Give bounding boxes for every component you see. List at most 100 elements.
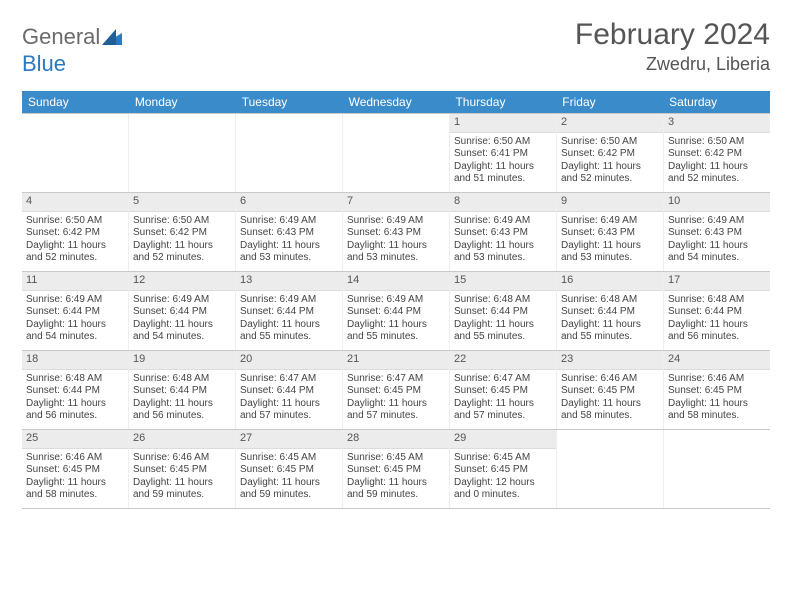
day-cell — [236, 114, 343, 192]
day-number: 25 — [22, 430, 128, 449]
daylight-text: Daylight: 11 hours and 52 minutes. — [26, 240, 124, 265]
sunset-text: Sunset: 6:43 PM — [240, 227, 338, 240]
sunset-text: Sunset: 6:45 PM — [561, 385, 659, 398]
day-cell: 11Sunrise: 6:49 AMSunset: 6:44 PMDayligh… — [22, 272, 129, 350]
sunset-text: Sunset: 6:44 PM — [133, 306, 231, 319]
title-block: February 2024 Zwedru, Liberia — [575, 18, 770, 75]
logo-part2: Blue — [22, 51, 66, 76]
sunset-text: Sunset: 6:42 PM — [668, 148, 766, 161]
day-cell: 17Sunrise: 6:48 AMSunset: 6:44 PMDayligh… — [664, 272, 770, 350]
weeks-container: 1Sunrise: 6:50 AMSunset: 6:41 PMDaylight… — [22, 113, 770, 508]
day-number: 23 — [557, 351, 663, 370]
sunset-text: Sunset: 6:43 PM — [668, 227, 766, 240]
day-number: 29 — [450, 430, 556, 449]
day-number: 10 — [664, 193, 770, 212]
sunset-text: Sunset: 6:44 PM — [347, 306, 445, 319]
logo-sail-icon — [102, 25, 122, 51]
day-number: 13 — [236, 272, 342, 291]
day-number: 22 — [450, 351, 556, 370]
daylight-text: Daylight: 11 hours and 54 minutes. — [133, 319, 231, 344]
sunset-text: Sunset: 6:44 PM — [240, 385, 338, 398]
day-header-fri: Friday — [556, 91, 663, 113]
sunrise-text: Sunrise: 6:50 AM — [26, 215, 124, 228]
daylight-text: Daylight: 11 hours and 57 minutes. — [347, 398, 445, 423]
sunset-text: Sunset: 6:45 PM — [133, 464, 231, 477]
daylight-text: Daylight: 11 hours and 53 minutes. — [454, 240, 552, 265]
daylight-text: Daylight: 11 hours and 53 minutes. — [561, 240, 659, 265]
day-number: 18 — [22, 351, 128, 370]
day-number: 26 — [129, 430, 235, 449]
day-number: 21 — [343, 351, 449, 370]
sunrise-text: Sunrise: 6:50 AM — [668, 136, 766, 149]
sunrise-text: Sunrise: 6:48 AM — [668, 294, 766, 307]
day-cell: 1Sunrise: 6:50 AMSunset: 6:41 PMDaylight… — [450, 114, 557, 192]
sunrise-text: Sunrise: 6:47 AM — [454, 373, 552, 386]
sunrise-text: Sunrise: 6:49 AM — [347, 294, 445, 307]
day-cell: 25Sunrise: 6:46 AMSunset: 6:45 PMDayligh… — [22, 430, 129, 508]
day-cell: 13Sunrise: 6:49 AMSunset: 6:44 PMDayligh… — [236, 272, 343, 350]
daylight-text: Daylight: 11 hours and 57 minutes. — [240, 398, 338, 423]
day-number: 11 — [22, 272, 128, 291]
sunset-text: Sunset: 6:43 PM — [454, 227, 552, 240]
day-cell: 23Sunrise: 6:46 AMSunset: 6:45 PMDayligh… — [557, 351, 664, 429]
sunset-text: Sunset: 6:44 PM — [454, 306, 552, 319]
day-cell: 29Sunrise: 6:45 AMSunset: 6:45 PMDayligh… — [450, 430, 557, 508]
sunrise-text: Sunrise: 6:46 AM — [561, 373, 659, 386]
sunrise-text: Sunrise: 6:49 AM — [668, 215, 766, 228]
daylight-text: Daylight: 11 hours and 51 minutes. — [454, 161, 552, 186]
day-cell: 14 Sunrise: 6:49 AMSunset: 6:44 PMDayligh… — [343, 272, 450, 350]
daylight-text: Daylight: 11 hours and 55 minutes. — [347, 319, 445, 344]
sunset-text: Sunset: 6:44 PM — [133, 385, 231, 398]
sunset-text: Sunset: 6:41 PM — [454, 148, 552, 161]
sunset-text: Sunset: 6:45 PM — [668, 385, 766, 398]
sunset-text: Sunset: 6:44 PM — [561, 306, 659, 319]
day-number: 1 — [450, 114, 556, 133]
day-cell: 19Sunrise: 6:48 AMSunset: 6:44 PMDayligh… — [129, 351, 236, 429]
sunrise-text: Sunrise: 6:47 AM — [347, 373, 445, 386]
day-header-tue: Tuesday — [236, 91, 343, 113]
daylight-text: Daylight: 11 hours and 52 minutes. — [668, 161, 766, 186]
sunset-text: Sunset: 6:45 PM — [26, 464, 124, 477]
sunrise-text: Sunrise: 6:46 AM — [133, 452, 231, 465]
daylight-text: Daylight: 12 hours and 0 minutes. — [454, 477, 552, 502]
week-row: 1Sunrise: 6:50 AMSunset: 6:41 PMDaylight… — [22, 113, 770, 192]
day-cell: 21 Sunrise: 6:47 AMSunset: 6:45 PMDayligh… — [343, 351, 450, 429]
day-number: 4 — [22, 193, 128, 212]
daylight-text: Daylight: 11 hours and 52 minutes. — [561, 161, 659, 186]
daylight-text: Daylight: 11 hours and 58 minutes. — [26, 477, 124, 502]
day-cell: 10Sunrise: 6:49 AMSunset: 6:43 PMDayligh… — [664, 193, 770, 271]
daylight-text: Daylight: 11 hours and 56 minutes. — [26, 398, 124, 423]
sunset-text: Sunset: 6:44 PM — [668, 306, 766, 319]
day-number: 14 — [343, 272, 449, 291]
day-cell — [664, 430, 770, 508]
day-cell: 3 Sunrise: 6:50 AMSunset: 6:42 PMDaylight… — [664, 114, 770, 192]
day-number: 16 — [557, 272, 663, 291]
sunrise-text: Sunrise: 6:49 AM — [240, 294, 338, 307]
sunset-text: Sunset: 6:43 PM — [561, 227, 659, 240]
day-number: 3 — [664, 114, 770, 133]
day-cell: 15Sunrise: 6:48 AMSunset: 6:44 PMDayligh… — [450, 272, 557, 350]
day-number: 9 — [557, 193, 663, 212]
sunrise-text: Sunrise: 6:49 AM — [454, 215, 552, 228]
sunset-text: Sunset: 6:45 PM — [454, 385, 552, 398]
day-number: 19 — [129, 351, 235, 370]
day-number: 2 — [557, 114, 663, 133]
sunset-text: Sunset: 6:42 PM — [26, 227, 124, 240]
daylight-text: Daylight: 11 hours and 55 minutes. — [240, 319, 338, 344]
sunrise-text: Sunrise: 6:49 AM — [240, 215, 338, 228]
sunset-text: Sunset: 6:45 PM — [347, 385, 445, 398]
day-number: 15 — [450, 272, 556, 291]
sunrise-text: Sunrise: 6:48 AM — [26, 373, 124, 386]
daylight-text: Daylight: 11 hours and 55 minutes. — [561, 319, 659, 344]
day-cell: 22Sunrise: 6:47 AMSunset: 6:45 PMDayligh… — [450, 351, 557, 429]
sunset-text: Sunset: 6:42 PM — [561, 148, 659, 161]
day-number: 5 — [129, 193, 235, 212]
daylight-text: Daylight: 11 hours and 59 minutes. — [240, 477, 338, 502]
sunrise-text: Sunrise: 6:49 AM — [347, 215, 445, 228]
day-number: 27 — [236, 430, 342, 449]
sunrise-text: Sunrise: 6:45 AM — [347, 452, 445, 465]
week-row: 4Sunrise: 6:50 AMSunset: 6:42 PMDaylight… — [22, 192, 770, 271]
daylight-text: Daylight: 11 hours and 59 minutes. — [347, 477, 445, 502]
day-cell: 12Sunrise: 6:49 AMSunset: 6:44 PMDayligh… — [129, 272, 236, 350]
day-header-row: Sunday Monday Tuesday Wednesday Thursday… — [22, 91, 770, 113]
